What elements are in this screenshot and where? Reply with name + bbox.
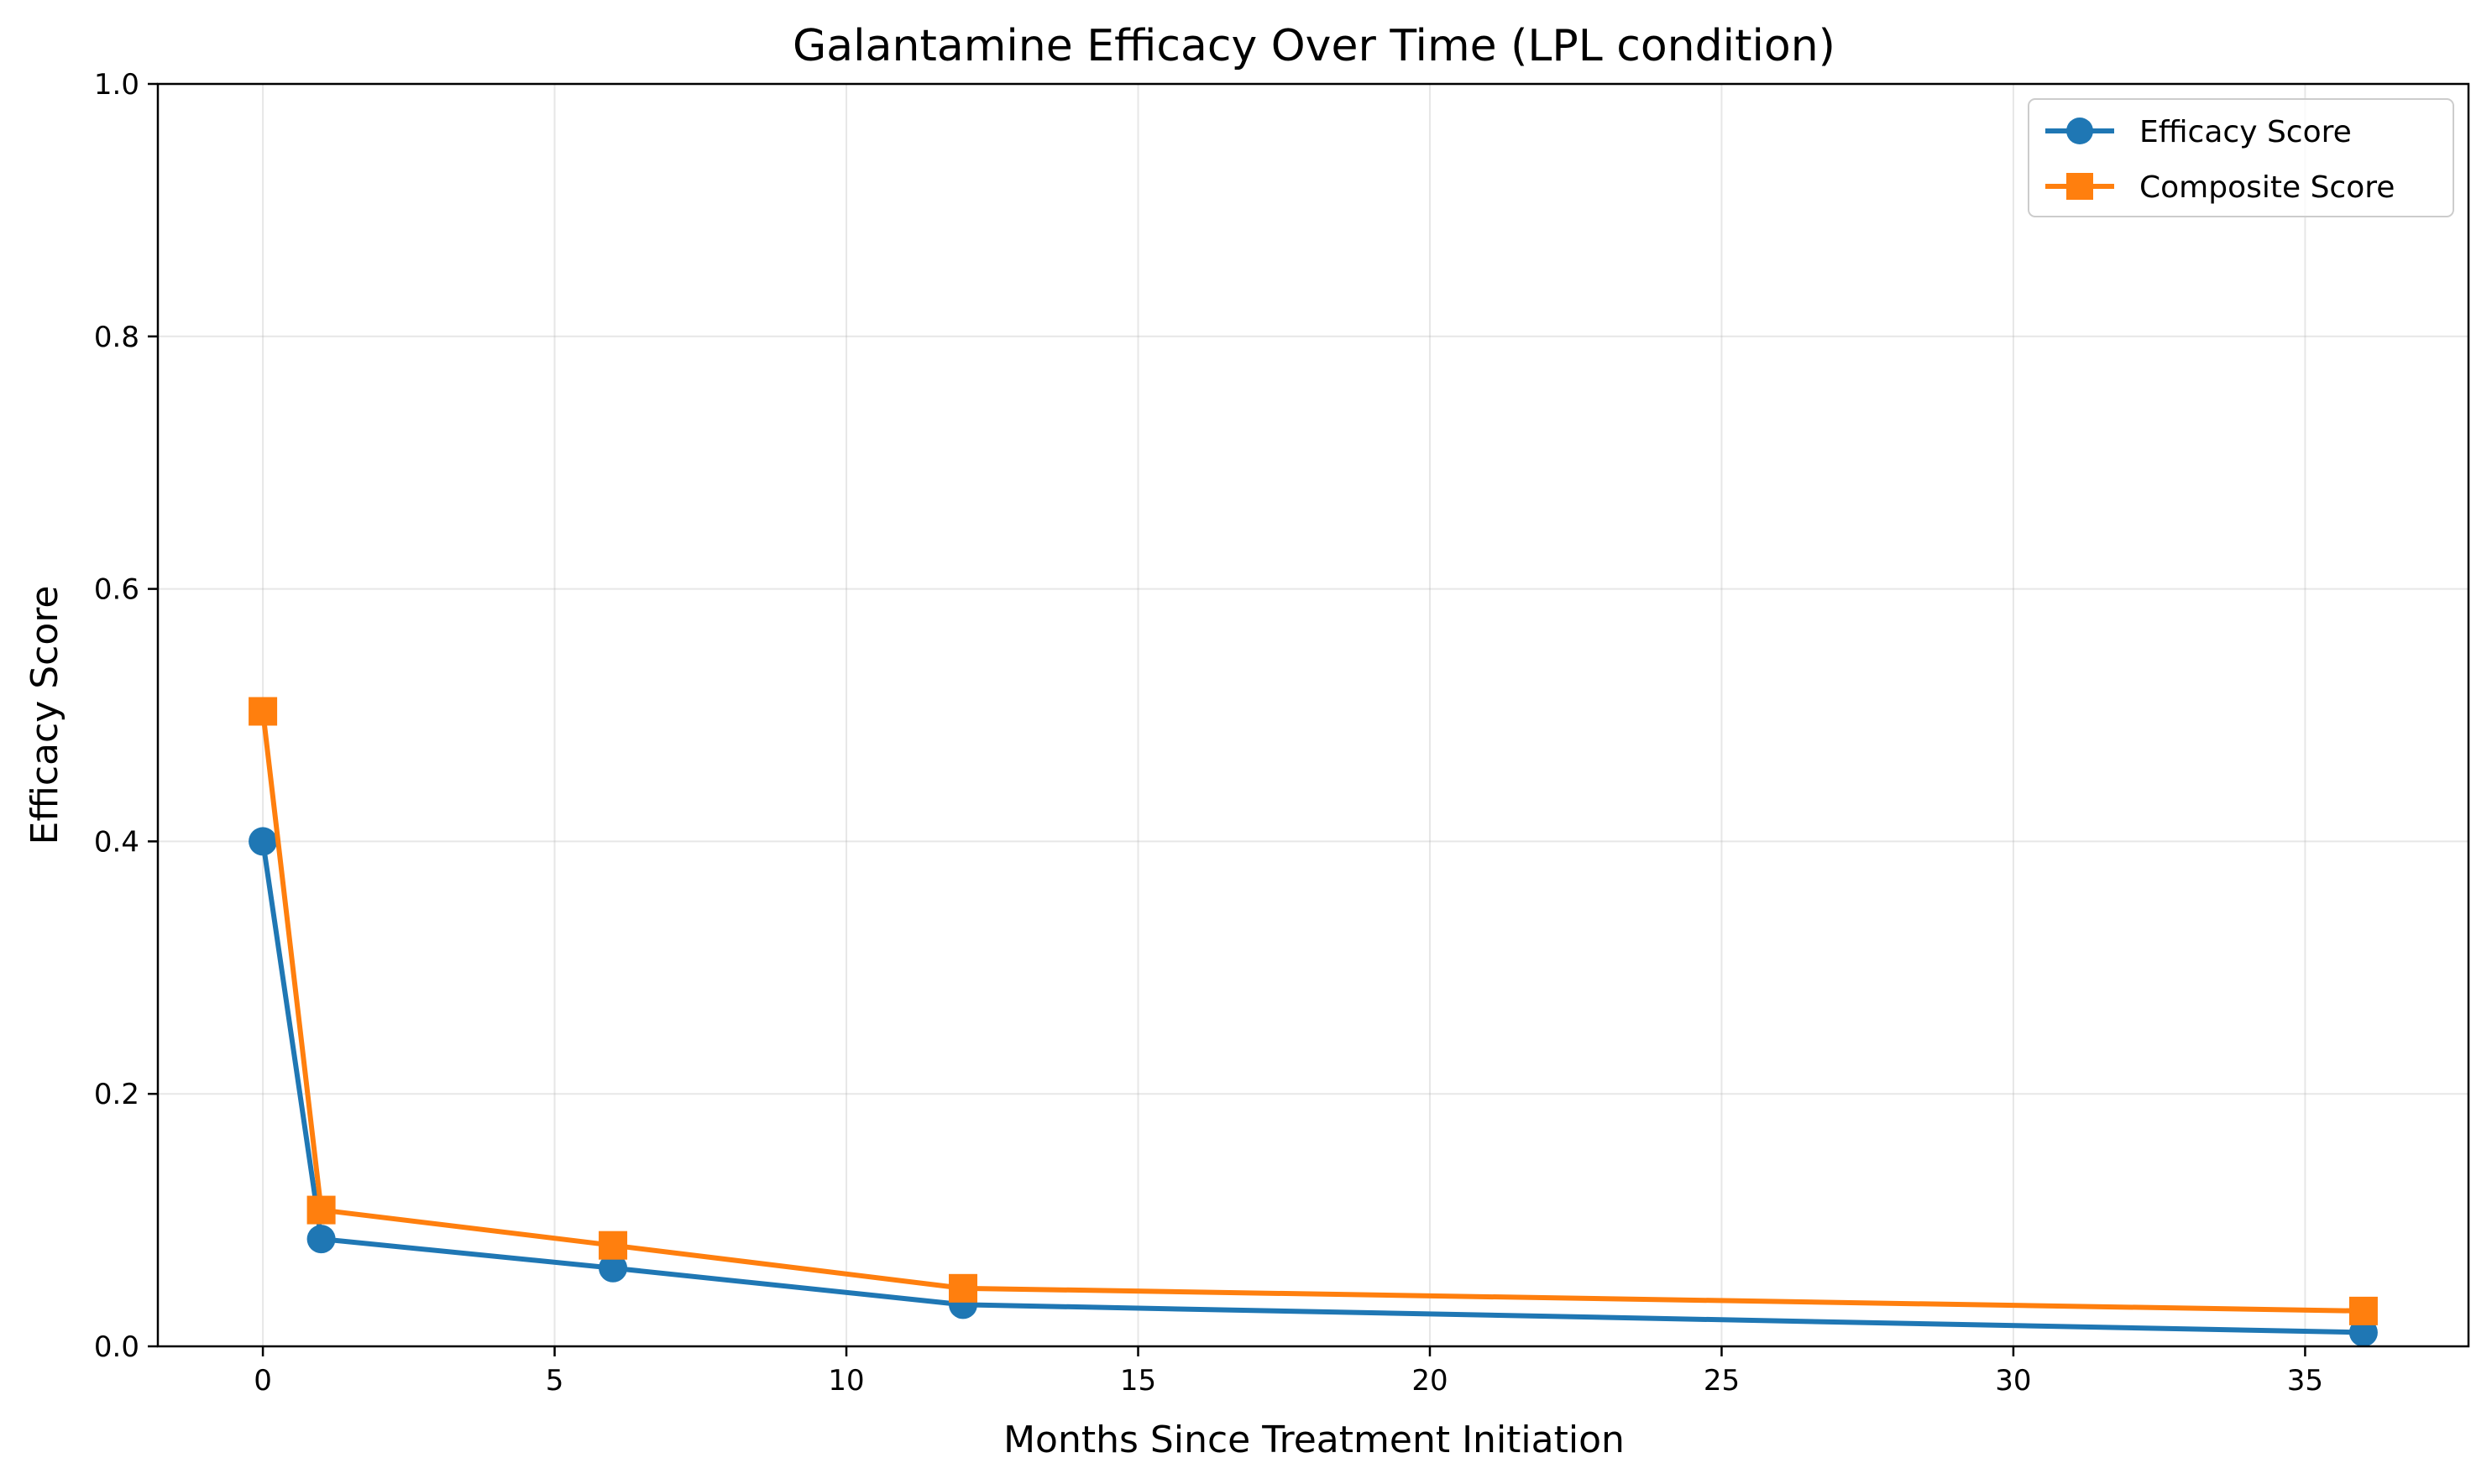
series-line — [260, 708, 2366, 1314]
y-tick-label: 0.6 — [94, 573, 139, 607]
y-tick-label: 0.4 — [94, 825, 139, 859]
data-point — [599, 1231, 628, 1260]
x-axis-label: Months Since Treatment Initiation — [1003, 1419, 1625, 1461]
legend-item: Efficacy Score — [2045, 115, 2352, 149]
data-point — [249, 827, 278, 856]
x-tick-label: 25 — [1704, 1364, 1740, 1398]
legend-marker — [2066, 173, 2093, 200]
data-point — [249, 697, 278, 726]
data-point — [306, 1225, 336, 1254]
data-point — [2348, 1296, 2378, 1325]
grid — [158, 83, 2468, 1347]
data-point — [2348, 1318, 2378, 1347]
x-tick-label: 0 — [254, 1364, 272, 1398]
x-tick-label: 10 — [828, 1364, 864, 1398]
legend-marker — [2066, 118, 2093, 144]
series-2 — [249, 697, 2378, 1325]
series-line — [260, 839, 2366, 1335]
x-tick-label: 15 — [1120, 1364, 1156, 1398]
y-tick-label: 1.0 — [94, 68, 139, 102]
legend-label: Composite Score — [2139, 170, 2395, 205]
data-point — [949, 1273, 978, 1303]
y-tick-label: 0.2 — [94, 1078, 139, 1111]
axes: 0 5 10 15 20 25 30 35 0.0 0.2 0.4 0.6 0.8 1.0 — [94, 68, 2470, 1398]
x-tick-label: 20 — [1411, 1364, 1448, 1398]
series-1 — [249, 827, 2378, 1347]
x-tick-label: 5 — [546, 1364, 564, 1398]
plot-frame — [156, 82, 2470, 1348]
data-point — [306, 1195, 336, 1225]
series-layer — [249, 697, 2378, 1347]
legend-box — [2028, 98, 2454, 217]
x-tick-label: 35 — [2287, 1364, 2323, 1398]
legend-label: Efficacy Score — [2139, 115, 2352, 149]
y-axis-label: Efficacy Score — [24, 586, 66, 845]
data-point — [599, 1253, 628, 1283]
y-tick-label: 0.0 — [94, 1330, 139, 1364]
chart-title: Galantamine Efficacy Over Time (LPL cond… — [793, 21, 1835, 71]
x-tick-label: 30 — [1995, 1364, 2031, 1398]
legend: Efficacy Score Composite Score — [2028, 98, 2454, 217]
y-tick-label: 0.8 — [94, 321, 139, 354]
legend-item: Composite Score — [2045, 170, 2395, 205]
